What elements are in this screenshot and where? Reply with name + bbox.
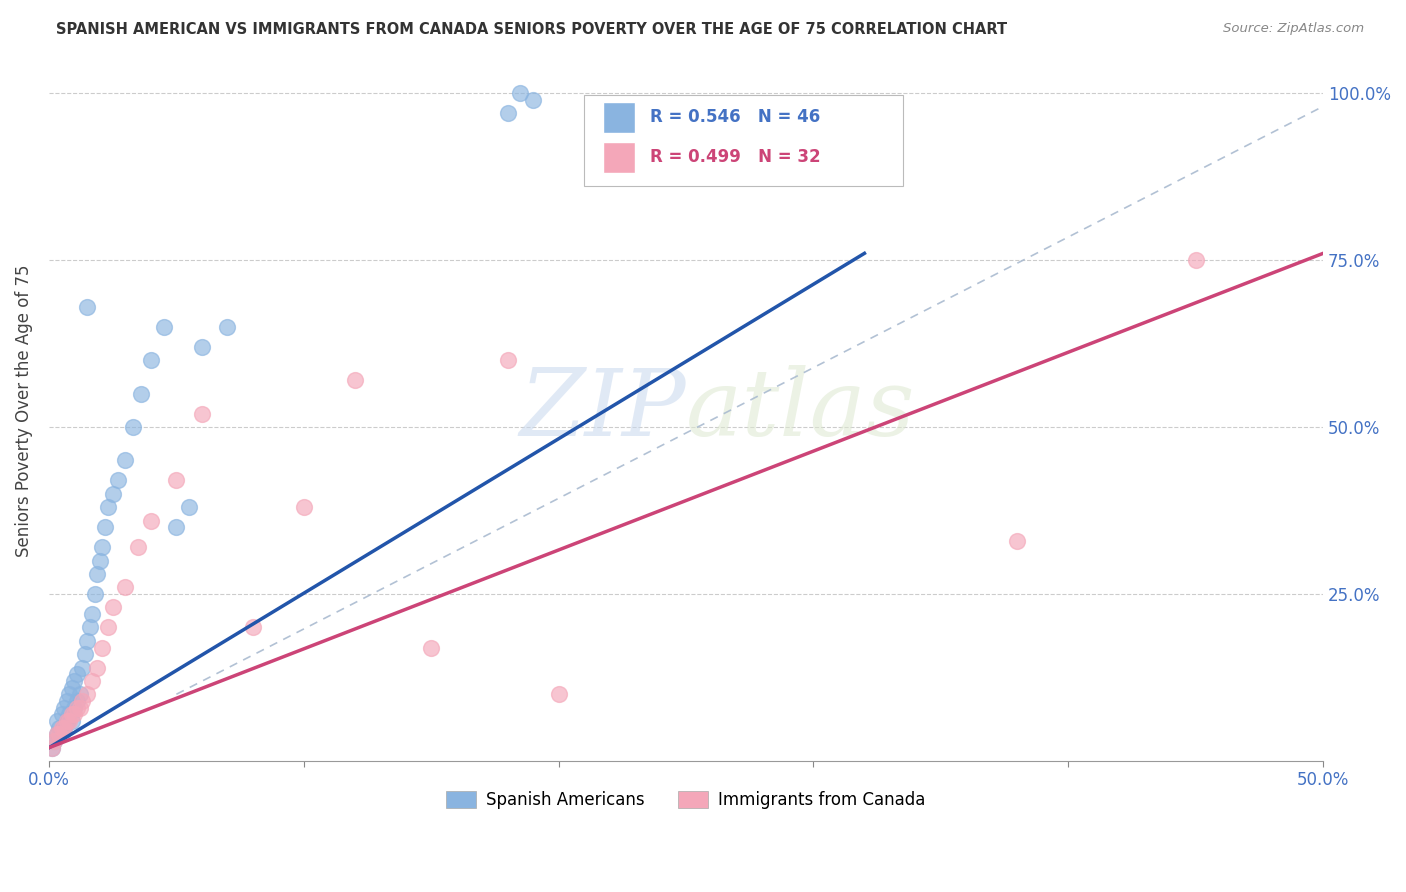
Point <box>91 541 114 555</box>
Point <box>191 340 214 354</box>
FancyBboxPatch shape <box>603 102 636 133</box>
Text: atlas: atlas <box>686 366 915 455</box>
Point <box>48 727 70 741</box>
Point <box>152 319 174 334</box>
Point <box>191 407 214 421</box>
Point <box>547 687 569 701</box>
Point <box>41 740 63 755</box>
Text: Source: ZipAtlas.com: Source: ZipAtlas.com <box>1223 22 1364 36</box>
Point <box>101 487 124 501</box>
Point <box>51 721 73 735</box>
FancyBboxPatch shape <box>603 142 636 173</box>
Point <box>60 707 83 722</box>
Point <box>58 687 80 701</box>
Point <box>70 660 93 674</box>
Point <box>114 580 136 594</box>
Text: SPANISH AMERICAN VS IMMIGRANTS FROM CANADA SENIORS POVERTY OVER THE AGE OF 75 CO: SPANISH AMERICAN VS IMMIGRANTS FROM CANA… <box>56 22 1007 37</box>
Text: R = 0.546   N = 46: R = 0.546 N = 46 <box>651 109 821 127</box>
Point <box>101 600 124 615</box>
Point <box>86 567 108 582</box>
Point <box>60 681 83 695</box>
Point <box>45 727 67 741</box>
Point <box>89 554 111 568</box>
Point <box>45 727 67 741</box>
Point <box>94 520 117 534</box>
Point <box>165 474 187 488</box>
Point <box>51 727 73 741</box>
Point <box>129 386 152 401</box>
Point <box>1007 533 1029 548</box>
Point <box>179 500 201 515</box>
Point <box>86 660 108 674</box>
Point <box>97 500 120 515</box>
Point <box>79 620 101 634</box>
Point <box>83 587 105 601</box>
Point <box>165 520 187 534</box>
Point <box>509 86 531 100</box>
Point <box>82 607 104 621</box>
Point <box>66 667 89 681</box>
Point <box>56 694 79 708</box>
Point <box>70 694 93 708</box>
Point <box>496 106 519 120</box>
Point <box>48 721 70 735</box>
Point <box>107 474 129 488</box>
Point <box>139 514 162 528</box>
Point <box>66 700 89 714</box>
Point <box>76 687 98 701</box>
Point <box>522 93 544 107</box>
Text: ZIP: ZIP <box>519 366 686 455</box>
Point <box>51 707 73 722</box>
Point <box>1184 253 1206 268</box>
Point <box>56 714 79 728</box>
Text: R = 0.499   N = 32: R = 0.499 N = 32 <box>651 148 821 167</box>
Point <box>53 721 76 735</box>
Legend: Spanish Americans, Immigrants from Canada: Spanish Americans, Immigrants from Canad… <box>440 784 932 816</box>
Point <box>53 700 76 714</box>
Point <box>42 734 65 748</box>
Point <box>53 721 76 735</box>
Point <box>127 541 149 555</box>
Point <box>217 319 239 334</box>
Point <box>63 700 86 714</box>
Point <box>139 353 162 368</box>
Point <box>41 740 63 755</box>
FancyBboxPatch shape <box>583 95 903 186</box>
Point <box>420 640 443 655</box>
Point <box>73 647 96 661</box>
Point <box>66 694 89 708</box>
Point <box>76 633 98 648</box>
Point <box>58 714 80 728</box>
Point <box>82 673 104 688</box>
Point <box>114 453 136 467</box>
Point <box>63 707 86 722</box>
Point <box>63 673 86 688</box>
Y-axis label: Seniors Poverty Over the Age of 75: Seniors Poverty Over the Age of 75 <box>15 264 32 557</box>
Point <box>242 620 264 634</box>
Point <box>122 420 145 434</box>
Point <box>292 500 315 515</box>
Point <box>42 734 65 748</box>
Point <box>60 714 83 728</box>
Point <box>97 620 120 634</box>
Point <box>76 300 98 314</box>
Point <box>69 687 91 701</box>
Point <box>69 700 91 714</box>
Point <box>343 373 366 387</box>
Point <box>56 714 79 728</box>
Point <box>45 714 67 728</box>
Point <box>496 353 519 368</box>
Point <box>58 707 80 722</box>
Point <box>91 640 114 655</box>
